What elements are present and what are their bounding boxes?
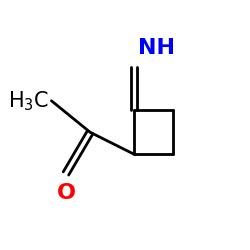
Text: NH: NH — [138, 38, 175, 58]
Text: O: O — [56, 183, 76, 203]
Text: $\mathregular{H_3C}$: $\mathregular{H_3C}$ — [8, 89, 49, 112]
